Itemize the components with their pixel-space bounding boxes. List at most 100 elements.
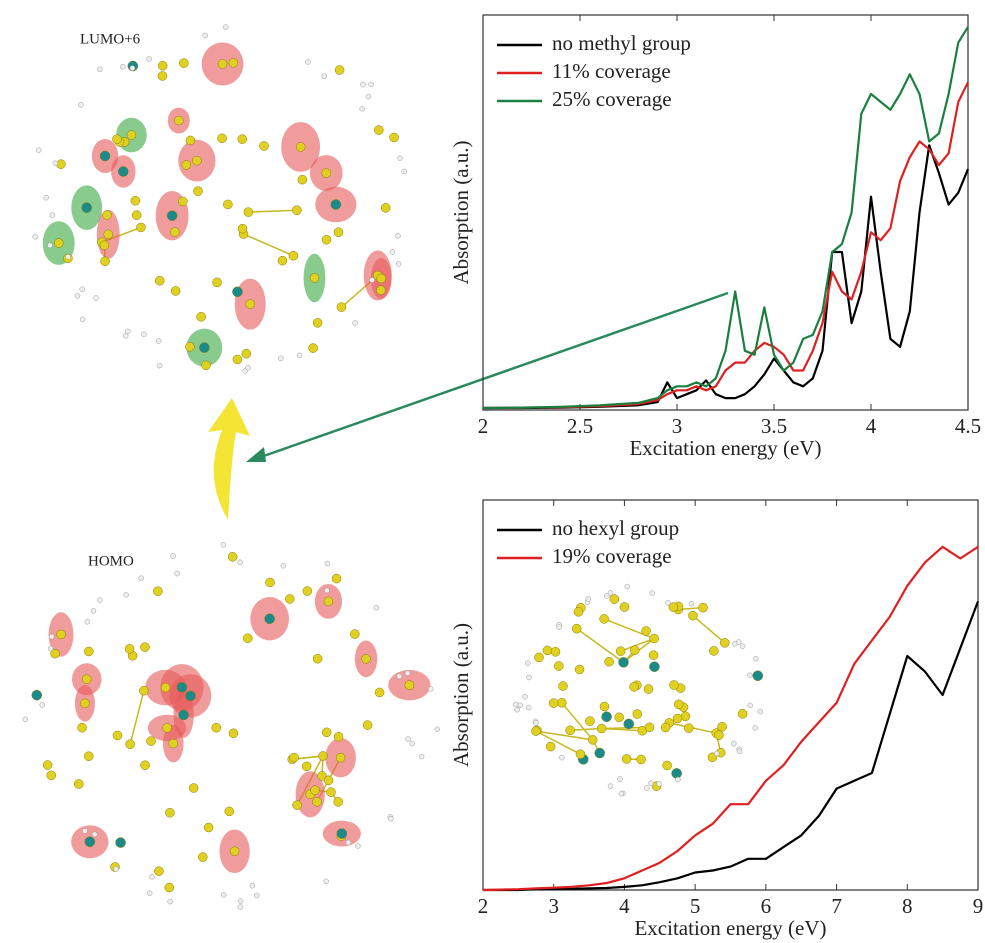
h-atom <box>360 82 365 87</box>
h-atom <box>147 891 152 896</box>
atom <box>585 717 594 726</box>
atom <box>670 681 679 690</box>
atom <box>616 647 625 656</box>
figure: LUMO+6 HOMO 22.533.544.5Excitation energ… <box>0 0 985 943</box>
atom <box>171 286 180 295</box>
atom <box>174 116 183 125</box>
atom <box>377 274 386 283</box>
atom <box>84 647 93 656</box>
atom <box>405 681 414 690</box>
h-atom <box>75 293 80 298</box>
atom <box>554 662 563 671</box>
atom <box>597 724 606 733</box>
atom <box>80 699 89 708</box>
atom <box>127 131 136 140</box>
atom <box>199 343 209 353</box>
atom <box>622 754 631 763</box>
h-atom <box>120 64 125 69</box>
h-atom <box>80 317 85 322</box>
atom <box>185 342 194 351</box>
atom <box>334 228 343 237</box>
h-atom <box>402 169 407 174</box>
atom <box>543 646 552 655</box>
atom <box>661 723 670 732</box>
atom <box>43 761 52 770</box>
atom <box>57 630 66 639</box>
h-atom <box>405 737 410 742</box>
atom <box>576 750 585 759</box>
atom <box>118 167 128 177</box>
atom <box>101 257 110 266</box>
atom <box>197 312 206 321</box>
x-axis-label: Excitation energy (eV) <box>634 916 826 940</box>
h-atom <box>238 899 243 904</box>
series-line <box>483 27 968 408</box>
h-atom <box>223 25 228 30</box>
y-axis-label: Absorption (a.u.) <box>449 140 473 284</box>
x-tick-label: 7 <box>831 894 842 918</box>
h-atom <box>675 777 680 782</box>
atom <box>170 228 179 237</box>
x-tick-label: 2.5 <box>567 414 593 438</box>
h-atom <box>586 596 591 601</box>
x-tick-label: 6 <box>761 894 772 918</box>
atom <box>165 808 174 817</box>
h-atom <box>360 106 365 111</box>
h-atom <box>278 356 283 361</box>
atom <box>309 344 318 353</box>
atom <box>179 59 188 68</box>
atom <box>588 735 597 744</box>
h-atom <box>388 816 393 821</box>
x-tick-label: 5 <box>690 894 701 918</box>
atom <box>167 211 177 221</box>
atom <box>574 607 583 616</box>
atom <box>312 797 321 806</box>
h-atom <box>534 720 539 725</box>
atom <box>198 853 207 862</box>
atom <box>620 602 629 611</box>
atom <box>331 199 341 209</box>
h-atom <box>650 591 655 596</box>
h-atom <box>666 600 671 605</box>
legend-label: 19% coverage <box>552 544 672 568</box>
atom <box>139 686 148 695</box>
atom <box>549 699 558 708</box>
atom <box>714 731 723 740</box>
h-atom <box>617 777 622 782</box>
atom <box>633 709 642 718</box>
atom <box>688 611 697 620</box>
atom <box>630 646 639 655</box>
h-atom <box>714 751 719 756</box>
h-atom <box>246 365 251 370</box>
series-line <box>483 601 978 890</box>
atom <box>218 59 227 68</box>
h-atom <box>526 705 531 710</box>
h-atom <box>48 646 53 651</box>
atom <box>278 256 287 265</box>
atom <box>619 657 629 667</box>
h-atom <box>305 60 310 65</box>
x-axis-label: Excitation energy (eV) <box>629 436 821 460</box>
atom <box>572 624 581 633</box>
atom <box>265 614 275 624</box>
h-atom <box>254 893 259 898</box>
h-atom <box>325 561 330 566</box>
x-tick-label: 3 <box>548 894 559 918</box>
h-atom <box>740 644 745 649</box>
atom <box>213 278 222 287</box>
series-line <box>483 82 968 408</box>
bond <box>244 234 294 256</box>
atom <box>47 771 56 780</box>
h-atom <box>419 754 424 759</box>
h-atom <box>428 687 433 692</box>
atom <box>84 752 93 761</box>
h-atom <box>47 243 52 248</box>
atom <box>112 135 121 144</box>
atom <box>718 722 727 731</box>
h-atom <box>53 161 58 166</box>
x-tick-label: 4 <box>866 414 877 438</box>
h-atom <box>731 741 736 746</box>
atom <box>147 737 156 746</box>
h-atom <box>141 332 146 337</box>
atom <box>193 187 202 196</box>
